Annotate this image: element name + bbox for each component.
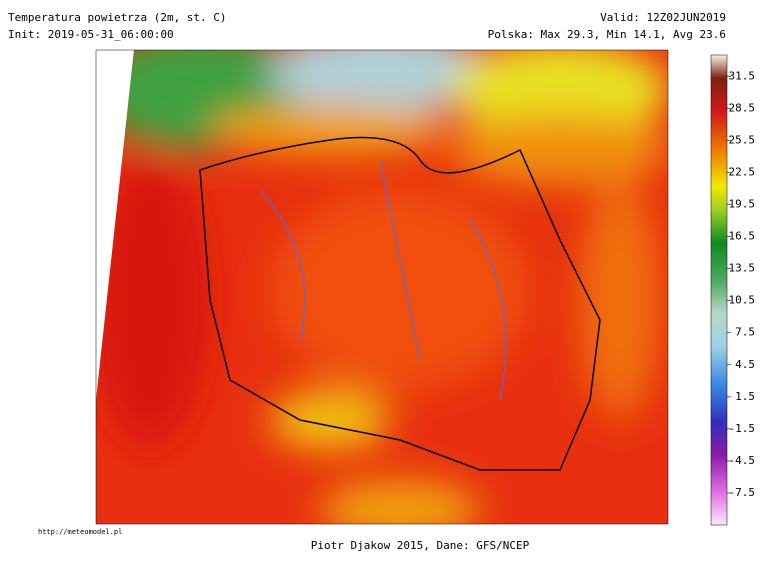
- colorbar-tick-label: -4.5: [729, 454, 756, 467]
- credit: Piotr Djakow 2015, Dane: GFS/NCEP: [311, 539, 530, 552]
- colorbar-tick-label: 16.5: [729, 230, 756, 243]
- temperature-map: [96, 50, 668, 524]
- colorbar-tick-label: 13.5: [729, 262, 756, 275]
- colorbar-tick-label: 10.5: [729, 294, 756, 307]
- url: http://meteomodel.pl: [38, 528, 122, 536]
- colorbar-tick-label: 25.5: [729, 133, 756, 146]
- colorbar-tick-label: 1.5: [735, 390, 755, 403]
- colorbar-tick-label: 31.5: [729, 69, 756, 82]
- colorbar-tick-label: 4.5: [735, 358, 755, 371]
- stats: Polska: Max 29.3, Min 14.1, Avg 23.6: [488, 28, 726, 41]
- title: Temperatura powietrza (2m, st. C): [8, 11, 227, 24]
- colorbar-tick-label: 7.5: [735, 326, 755, 339]
- colorbar-tick-label: 19.5: [729, 198, 756, 211]
- colorbar-tick-label: 22.5: [729, 166, 756, 179]
- colorbar-tick-label: 28.5: [729, 101, 756, 114]
- colorbar-tick-label: -1.5: [729, 422, 756, 435]
- init-time: Init: 2019-05-31_06:00:00: [8, 28, 174, 41]
- colorbar: [710, 54, 728, 526]
- colorbar-tick-label: -7.5: [729, 486, 756, 499]
- valid-time: Valid: 12Z02JUN2019: [600, 11, 726, 24]
- map-frame: [95, 49, 669, 525]
